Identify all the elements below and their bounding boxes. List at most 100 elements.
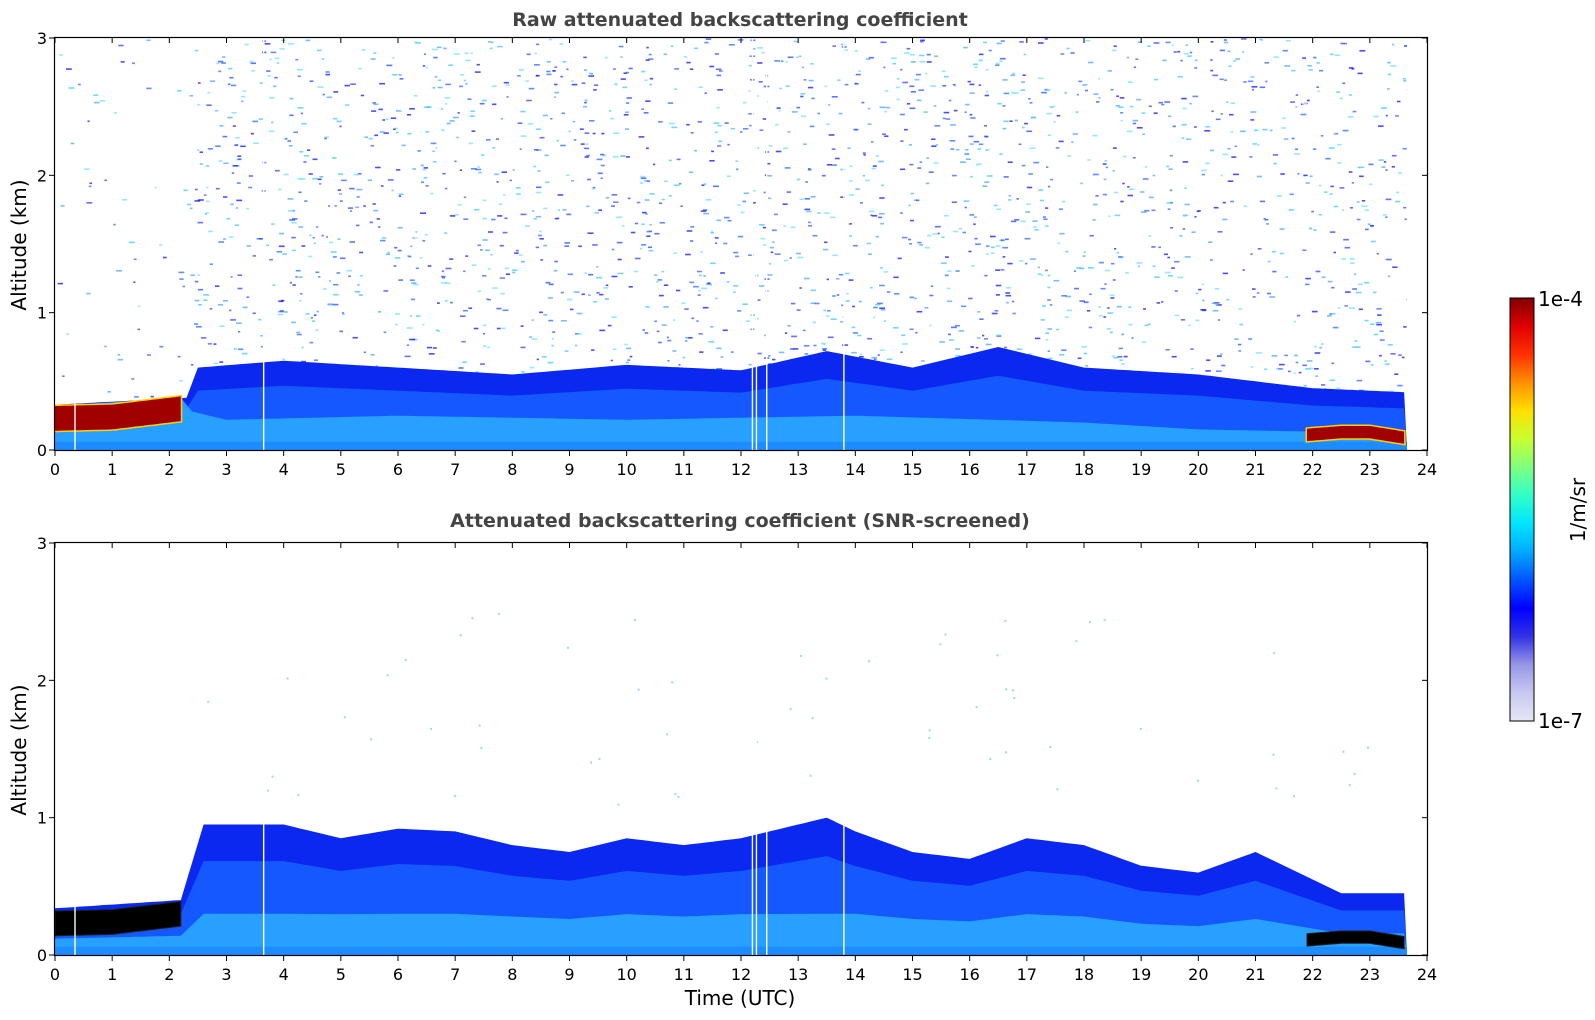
noise-pixel — [468, 307, 473, 309]
y-axis-label: Altitude (km) — [7, 179, 31, 310]
noise-pixel — [739, 131, 743, 133]
noise-pixel — [1153, 181, 1157, 183]
noise-pixel — [745, 350, 750, 352]
noise-pixel — [946, 287, 951, 290]
noise-pixel — [830, 216, 836, 219]
noise-pixel — [417, 150, 421, 152]
noise-pixel — [1202, 315, 1207, 317]
noise-pixel — [1273, 56, 1279, 58]
noise-pixel — [768, 355, 771, 357]
noise-pixel — [475, 371, 479, 373]
noise-pixel — [748, 113, 754, 115]
noise-pixel — [258, 318, 262, 321]
noise-pixel — [1056, 788, 1059, 791]
noise-pixel — [1049, 106, 1054, 108]
noise-pixel — [618, 45, 624, 48]
noise-pixel — [539, 238, 544, 240]
noise-pixel — [600, 164, 605, 167]
noise-pixel — [386, 64, 393, 67]
noise-pixel — [1128, 306, 1132, 308]
noise-pixel — [445, 282, 451, 285]
noise-pixel — [766, 162, 771, 165]
noise-pixel — [1138, 265, 1140, 268]
noise-pixel — [1351, 79, 1355, 81]
noise-pixel — [735, 160, 738, 162]
noise-pixel — [768, 263, 771, 265]
noise-pixel — [376, 218, 380, 220]
noise-pixel — [866, 242, 871, 245]
noise-pixel — [1194, 67, 1198, 69]
noise-pixel — [705, 199, 712, 201]
noise-pixel — [238, 330, 241, 333]
noise-pixel — [352, 336, 358, 339]
noise-pixel — [1002, 79, 1008, 81]
noise-pixel — [1222, 201, 1226, 204]
noise-pixel — [546, 70, 551, 73]
noise-pixel — [616, 216, 623, 219]
noise-pixel — [1064, 316, 1069, 318]
noise-pixel — [821, 44, 827, 47]
noise-pixel — [317, 86, 324, 88]
noise-pixel — [777, 255, 780, 257]
noise-pixel — [424, 106, 430, 109]
noise-pixel — [1093, 93, 1099, 95]
noise-pixel — [904, 128, 908, 131]
noise-pixel — [1082, 84, 1088, 86]
noise-pixel — [1182, 161, 1189, 163]
noise-pixel — [1183, 52, 1189, 55]
noise-pixel — [441, 270, 444, 273]
noise-pixel — [1003, 176, 1009, 178]
noise-pixel — [943, 111, 950, 114]
noise-pixel — [759, 270, 762, 273]
noise-pixel — [1112, 279, 1116, 281]
noise-pixel — [844, 83, 849, 86]
noise-pixel — [726, 175, 731, 178]
noise-pixel — [117, 354, 120, 356]
noise-pixel — [117, 358, 123, 361]
noise-pixel — [455, 163, 460, 165]
noise-pixel — [1391, 154, 1397, 157]
noise-pixel — [783, 225, 786, 227]
noise-pixel — [825, 677, 828, 680]
x-tick-label: 5 — [336, 460, 346, 479]
noise-pixel — [554, 66, 557, 68]
noise-pixel — [232, 165, 239, 167]
noise-pixel — [654, 232, 660, 235]
noise-pixel — [984, 135, 989, 138]
noise-pixel — [370, 58, 376, 60]
noise-pixel — [797, 256, 804, 259]
noise-pixel — [555, 118, 560, 121]
noise-pixel — [1098, 314, 1103, 317]
noise-pixel — [1028, 98, 1031, 100]
noise-pixel — [784, 167, 791, 169]
noise-pixel — [924, 246, 930, 249]
noise-pixel — [1256, 378, 1261, 381]
noise-pixel — [1093, 203, 1098, 206]
noise-pixel — [1359, 166, 1365, 169]
noise-pixel — [230, 93, 233, 95]
noise-pixel — [385, 253, 390, 256]
noise-pixel — [1361, 205, 1368, 207]
noise-pixel — [480, 154, 485, 156]
noise-pixel — [1211, 110, 1214, 113]
noise-pixel — [333, 117, 338, 120]
noise-pixel — [415, 231, 418, 233]
noise-pixel — [802, 329, 806, 332]
noise-pixel — [577, 333, 582, 335]
noise-pixel — [1387, 369, 1394, 371]
noise-pixel — [1364, 209, 1369, 211]
noise-pixel — [837, 79, 841, 81]
noise-pixel — [383, 132, 389, 134]
noise-pixel — [537, 170, 541, 172]
noise-pixel — [950, 124, 956, 126]
noise-pixel — [983, 41, 987, 44]
noise-pixel — [1165, 41, 1171, 44]
noise-pixel — [1302, 249, 1307, 251]
noise-pixel — [728, 70, 735, 73]
noise-pixel — [395, 313, 400, 315]
noise-pixel — [562, 61, 567, 63]
noise-pixel — [219, 361, 224, 363]
noise-pixel — [230, 203, 234, 206]
noise-pixel — [649, 223, 652, 226]
noise-pixel — [978, 143, 984, 146]
